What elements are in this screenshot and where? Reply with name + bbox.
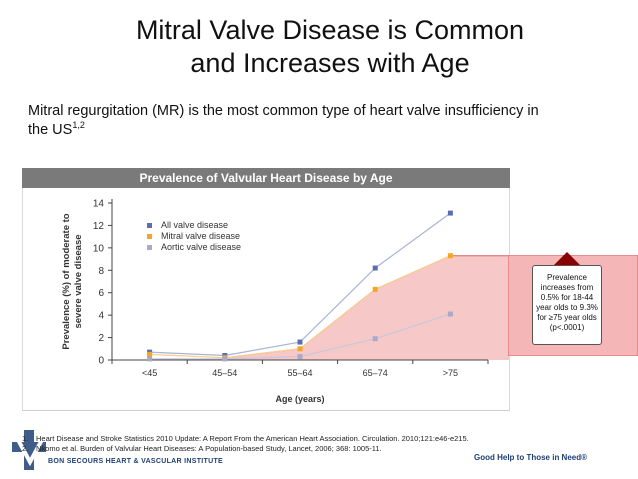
footer-tagline: Good Help to Those in Need® [474, 453, 588, 462]
cross-logo-icon [12, 430, 46, 470]
y-tick-label: 10 [93, 243, 105, 254]
data-point [447, 311, 453, 317]
data-point [297, 354, 303, 360]
data-point [147, 351, 153, 357]
legend-swatch [147, 245, 152, 250]
y-tick-label: 8 [98, 266, 104, 277]
x-axis-label: Age (years) [275, 394, 324, 404]
callout-line: (p<.0001) [549, 323, 585, 332]
chart-svg: 0 2 4 6 8 10 12 14 <45 45–54 55–64 65–74 >75 Age (yea… [61, 199, 509, 404]
institute-logo: BON SECOURS HEART & VASCULAR INSTITUTE [10, 428, 230, 472]
callout-line: increases from [540, 283, 594, 292]
shaded-growth-area [224, 255, 509, 360]
data-point [297, 339, 303, 345]
y-axis-label: Prevalence (%) of moderate tosevere valv… [61, 213, 84, 349]
slide-title: Mitral Valve Disease is Common and Incre… [60, 14, 600, 80]
x-tick-label: 65–74 [363, 368, 388, 378]
footnote: 1. Heart Disease and Stroke Statistics 2… [22, 434, 542, 444]
data-point [372, 286, 378, 292]
x-tick-label: >75 [443, 368, 458, 378]
footnote-number: 2. [22, 444, 29, 453]
data-point [222, 356, 228, 362]
slide-subtitle: Mitral regurgitation (MR) is the most co… [28, 102, 608, 140]
y-tick-label: 14 [93, 199, 105, 210]
footnote-text: Heart Disease and Stroke Statistics 2010… [36, 434, 469, 443]
data-point [297, 346, 303, 352]
legend-label: All valve disease [161, 220, 228, 230]
y-tick-label: 0 [98, 356, 104, 367]
title-line-2: and Increases with Age [190, 48, 470, 78]
chart-header: Prevalence of Valvular Heart Disease by … [22, 168, 510, 188]
callout-line: for ≥75 year olds [537, 313, 597, 322]
subtitle-references: 1,2 [72, 120, 85, 131]
y-tick-label: 4 [98, 311, 104, 322]
callout-line: year olds to 9.3% [536, 303, 598, 312]
footnote-number: 1. [22, 434, 29, 443]
footnote: 2. Nkomo et al. Burden of Valvular Heart… [22, 444, 542, 454]
data-point [372, 336, 378, 342]
callout-line: Prevalence [546, 273, 588, 282]
y-tick-label: 12 [93, 221, 105, 232]
data-point [372, 265, 378, 271]
footnotes: 1. Heart Disease and Stroke Statistics 2… [22, 434, 542, 454]
y-tick-label: 2 [98, 333, 104, 344]
data-point [147, 356, 153, 362]
chart-panel: 0 2 4 6 8 10 12 14 <45 45–54 55–64 65–74 >75 Age (yea… [22, 188, 510, 411]
legend-swatch [147, 234, 152, 239]
subtitle-line-2: the US1,2 [28, 121, 608, 140]
callout-arrow [553, 252, 581, 266]
data-point [447, 253, 453, 259]
title-line-1: Mitral Valve Disease is Common [135, 15, 525, 45]
logo-text: BON SECOURS HEART & VASCULAR INSTITUTE [48, 458, 223, 465]
y-tick-label: 6 [98, 288, 104, 299]
x-tick-label: 45–54 [212, 368, 237, 378]
legend-swatch [147, 223, 152, 228]
callout-line: 0.5% for 18-44 [540, 293, 594, 302]
legend-label: Aortic valve disease [161, 242, 241, 252]
x-tick-label: <45 [142, 368, 157, 378]
prevalence-callout: Prevalence increases from 0.5% for 18-44… [532, 265, 602, 345]
x-tick-label: 55–64 [287, 368, 312, 378]
subtitle-line-2-text: the US [28, 122, 73, 138]
subtitle-line-1: Mitral regurgitation (MR) is the most co… [28, 103, 539, 119]
data-point [447, 210, 453, 216]
footnote-text: Nkomo et al. Burden of Valvular Heart Di… [36, 444, 382, 453]
legend-label: Mitral valve disease [161, 231, 240, 241]
